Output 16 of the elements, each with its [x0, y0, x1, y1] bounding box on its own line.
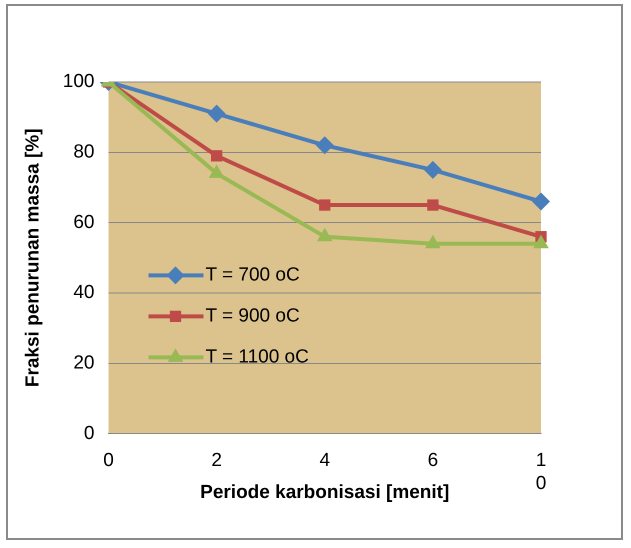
x-tick-label: 2: [211, 450, 222, 472]
x-tick-label: 10: [536, 450, 546, 494]
x-tick-label: 4: [319, 450, 330, 472]
y-axis-title: Fraksi penurunan massa [%]: [22, 128, 44, 388]
x-tick-label: 0: [103, 450, 114, 472]
legend-label: T = 700 oC: [206, 264, 300, 286]
y-tick-label: 60: [73, 212, 94, 233]
y-tick-label: 40: [73, 282, 94, 304]
x-axis-title: Periode karbonisasi [menit]: [200, 482, 450, 503]
y-tick-label: 100: [62, 71, 94, 92]
y-tick-label: 0: [84, 422, 94, 444]
legend-label: T = 900 oC: [206, 306, 300, 327]
y-tick-label: 20: [73, 352, 94, 374]
legend-label: T = 1100 oC: [206, 346, 309, 368]
x-tick-label: 6: [428, 450, 438, 472]
y-tick-label: 80: [73, 142, 94, 163]
